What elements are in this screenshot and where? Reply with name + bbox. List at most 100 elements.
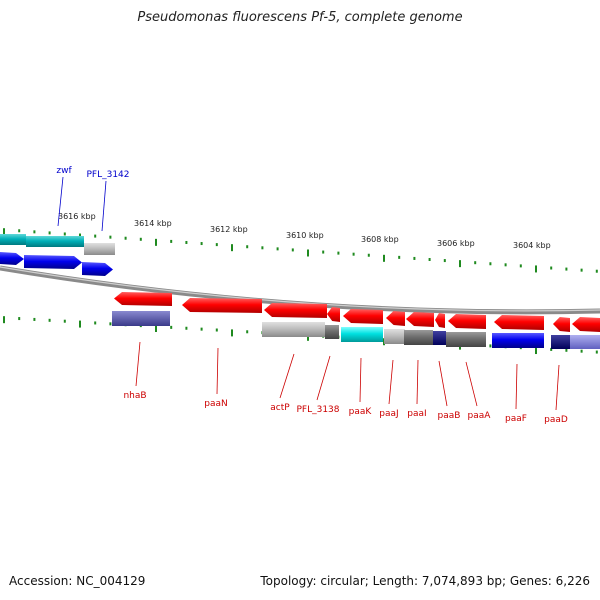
tick-mark bbox=[504, 263, 507, 267]
tick-mark bbox=[215, 243, 218, 247]
tick-mark bbox=[139, 237, 142, 241]
tick-mark bbox=[443, 259, 446, 263]
tick-label: 3604 kbp bbox=[513, 241, 551, 250]
gene-arrow bbox=[343, 309, 383, 324]
tick-mark bbox=[170, 325, 173, 329]
gene-arrow bbox=[327, 307, 340, 322]
gene-label: paaN bbox=[204, 399, 227, 409]
tick-mark bbox=[63, 232, 66, 236]
tick-mark bbox=[246, 330, 249, 334]
tick-mark bbox=[3, 316, 5, 324]
leader-line bbox=[388, 359, 394, 405]
gene-arrow bbox=[553, 317, 570, 332]
gene-label: nhaB bbox=[123, 391, 146, 401]
tick-mark bbox=[413, 256, 416, 260]
tick-mark bbox=[337, 251, 340, 255]
tick-label: 3606 kbp bbox=[437, 239, 475, 248]
accession-text: Accession: NC_004129 bbox=[9, 574, 146, 588]
gene-label: paaD bbox=[544, 415, 568, 425]
leader-line bbox=[57, 176, 64, 227]
tick-mark bbox=[155, 238, 157, 246]
tick-label: 3614 kbp bbox=[134, 219, 172, 228]
label-leaders bbox=[57, 176, 560, 411]
tick-mark bbox=[215, 328, 218, 332]
tick-mark bbox=[535, 265, 537, 273]
gene-arrow bbox=[0, 252, 24, 265]
tick-mark bbox=[398, 255, 401, 259]
gene-label: paaK bbox=[349, 407, 373, 417]
gene-block bbox=[341, 327, 383, 342]
leader-line bbox=[316, 355, 331, 401]
tick-mark bbox=[33, 317, 36, 321]
gene-features bbox=[0, 234, 600, 349]
gene-label: PFL_3138 bbox=[296, 405, 339, 415]
gene-block bbox=[84, 243, 115, 255]
tick-mark bbox=[109, 235, 112, 239]
gene-label: PFL_3142 bbox=[86, 170, 129, 180]
tick-label: 3610 kbp bbox=[286, 231, 324, 240]
leader-line bbox=[216, 347, 219, 395]
tick-mark bbox=[307, 333, 309, 341]
tick-labels: 3616 kbp 3614 kbp 3612 kbp 3610 kbp 3608 kbp… bbox=[58, 212, 551, 250]
gene-arrow bbox=[448, 314, 486, 329]
tick-mark bbox=[261, 246, 264, 250]
tick-mark bbox=[580, 268, 583, 272]
gene-block bbox=[551, 335, 570, 349]
gene-block bbox=[112, 311, 170, 326]
gene-arrow bbox=[406, 312, 434, 327]
tick-mark bbox=[595, 269, 598, 273]
tick-mark bbox=[200, 242, 203, 246]
leader-line bbox=[465, 361, 478, 407]
gene-arrow bbox=[24, 255, 82, 269]
gene-block bbox=[446, 332, 486, 347]
leader-line bbox=[555, 364, 560, 411]
tick-mark bbox=[3, 228, 5, 236]
topology-text: Topology: circular; Length: 7,074,893 bp… bbox=[260, 574, 590, 588]
gene-label: zwf bbox=[56, 166, 72, 176]
tick-mark bbox=[246, 245, 249, 249]
tick-mark bbox=[428, 258, 431, 262]
tick-label: 3612 kbp bbox=[210, 225, 248, 234]
tick-mark bbox=[459, 260, 461, 268]
tick-mark bbox=[322, 250, 325, 254]
tick-mark bbox=[519, 264, 522, 268]
gene-arrow bbox=[264, 303, 327, 318]
gene-label: paaF bbox=[505, 414, 527, 424]
gene-label: paaI bbox=[407, 409, 426, 419]
tick-mark bbox=[231, 244, 233, 252]
leader-line bbox=[135, 341, 141, 387]
tick-mark bbox=[352, 252, 355, 256]
tick-mark bbox=[200, 327, 203, 331]
tick-mark bbox=[18, 229, 21, 233]
gene-block bbox=[26, 236, 84, 247]
tick-mark bbox=[565, 348, 568, 352]
gene-arrow bbox=[572, 317, 600, 332]
gene-block bbox=[492, 333, 544, 348]
gene-block bbox=[404, 330, 433, 345]
gene-arrow bbox=[386, 311, 405, 326]
gene-label: paaA bbox=[468, 411, 492, 421]
leader-line bbox=[101, 180, 107, 232]
tick-mark bbox=[185, 240, 188, 244]
tick-mark bbox=[79, 320, 81, 328]
tick-mark bbox=[48, 318, 51, 322]
tick-mark bbox=[18, 317, 21, 321]
leader-line bbox=[438, 360, 448, 407]
tick-mark bbox=[33, 230, 36, 234]
tick-mark bbox=[550, 347, 553, 351]
gene-arrow bbox=[82, 262, 113, 276]
tick-label: 3616 kbp bbox=[58, 212, 96, 221]
tick-mark bbox=[367, 253, 370, 257]
tick-mark bbox=[276, 247, 279, 251]
tick-mark bbox=[595, 350, 598, 354]
tick-mark bbox=[109, 322, 112, 326]
tick-mark bbox=[185, 326, 188, 330]
tick-mark bbox=[383, 254, 385, 262]
gene-label: paaB bbox=[438, 411, 461, 421]
tick-mark bbox=[474, 261, 477, 265]
tick-mark bbox=[63, 319, 66, 323]
gene-block bbox=[325, 325, 339, 339]
tick-mark bbox=[580, 349, 583, 353]
tick-mark bbox=[48, 231, 51, 235]
